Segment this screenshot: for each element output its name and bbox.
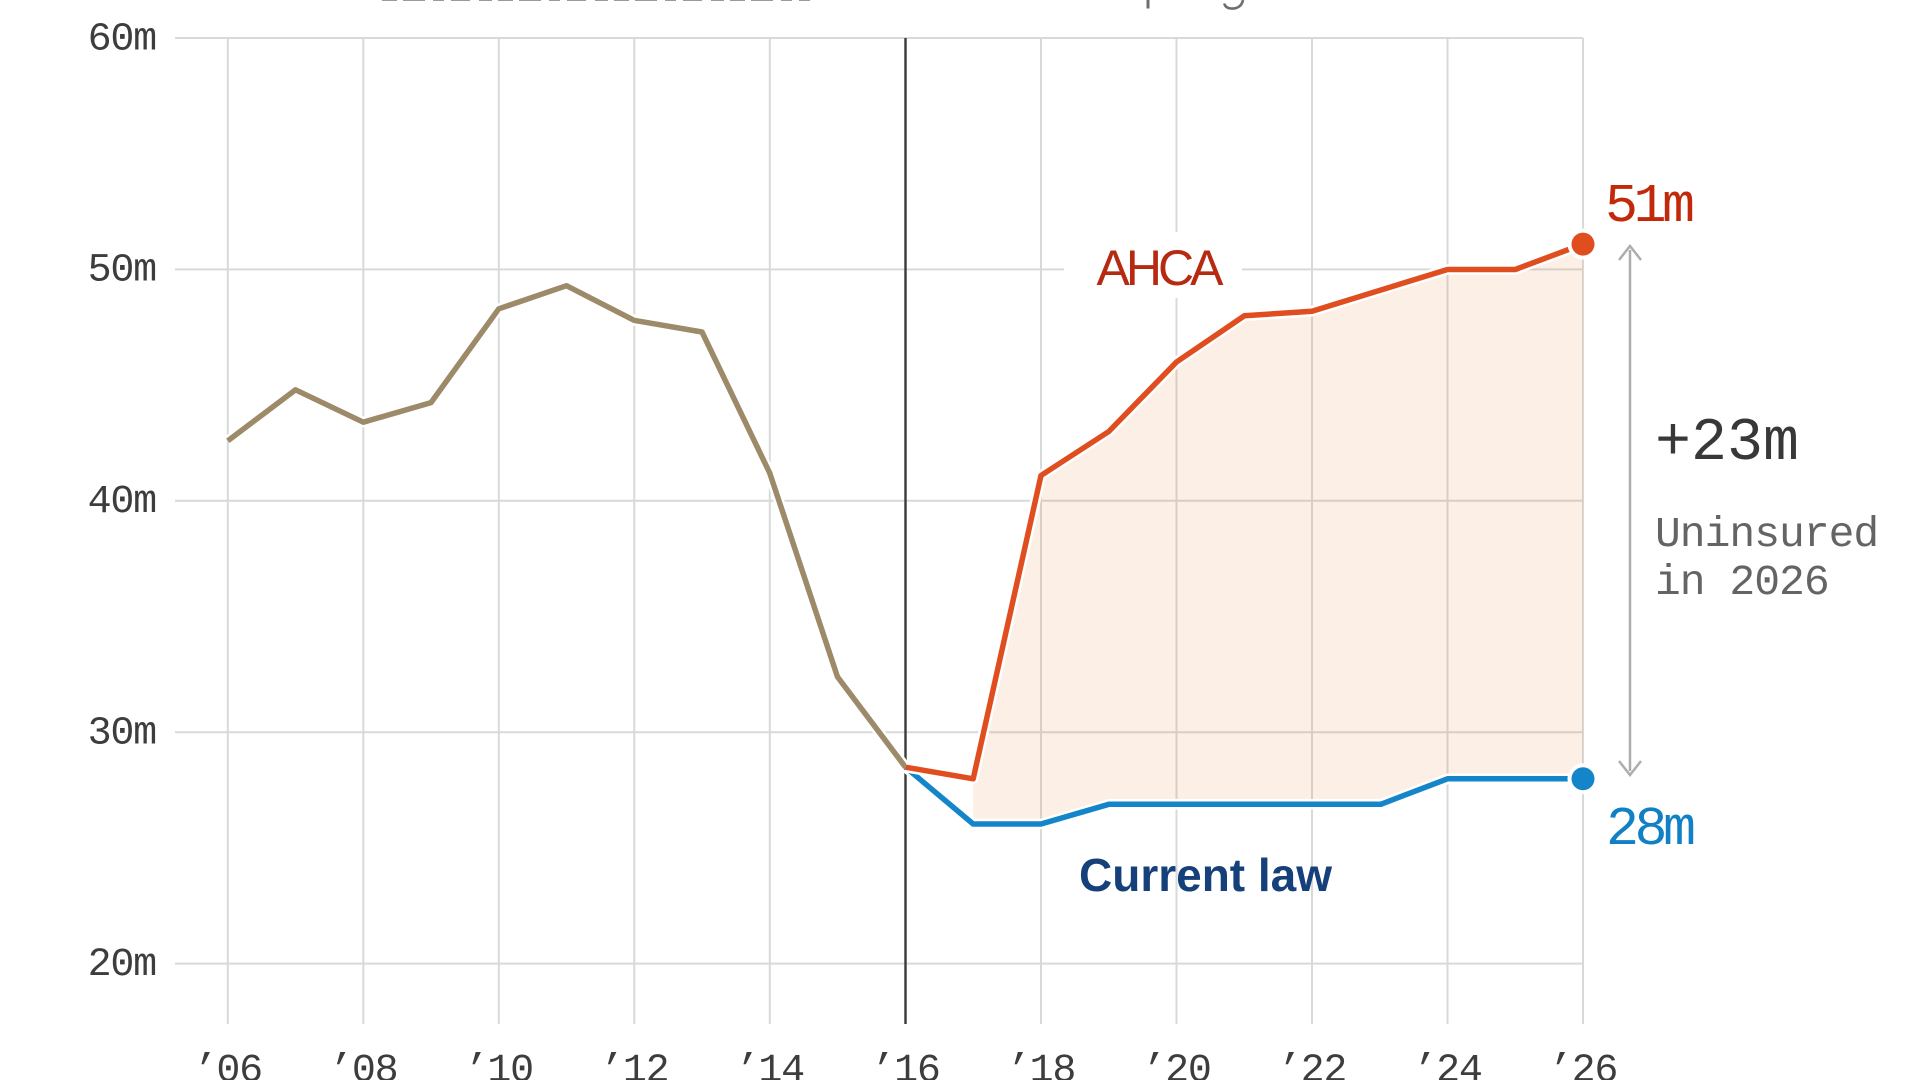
svg-text:20m: 20m: [88, 943, 156, 988]
svg-text:+23m: +23m: [1655, 410, 1799, 478]
svg-text:’14: ’14: [736, 1049, 804, 1080]
svg-text:Uninsured: Uninsured: [1655, 510, 1878, 559]
svg-text:’22: ’22: [1278, 1049, 1346, 1080]
svg-text:30m: 30m: [88, 712, 156, 757]
svg-text:28m: 28m: [1606, 798, 1694, 861]
svg-text:’10: ’10: [465, 1049, 533, 1080]
svg-text:51m: 51m: [1605, 175, 1693, 238]
svg-text:’20: ’20: [1142, 1049, 1210, 1080]
svg-text:’26: ’26: [1549, 1049, 1617, 1080]
svg-text:’24: ’24: [1413, 1049, 1481, 1080]
svg-text:’16: ’16: [871, 1049, 939, 1080]
svg-text:50m: 50m: [88, 249, 156, 294]
svg-text:60m: 60m: [88, 17, 156, 62]
svg-text:’08: ’08: [329, 1049, 397, 1080]
svg-text:’12: ’12: [600, 1049, 668, 1080]
svg-text:in 2026: in 2026: [1655, 558, 1829, 607]
svg-text:’06: ’06: [194, 1049, 262, 1080]
svg-text:40m: 40m: [88, 480, 156, 525]
svg-text:AHCA: AHCA: [1097, 240, 1225, 296]
svg-text:’18: ’18: [1007, 1049, 1075, 1080]
svg-text:Current law: Current law: [1079, 849, 1332, 901]
